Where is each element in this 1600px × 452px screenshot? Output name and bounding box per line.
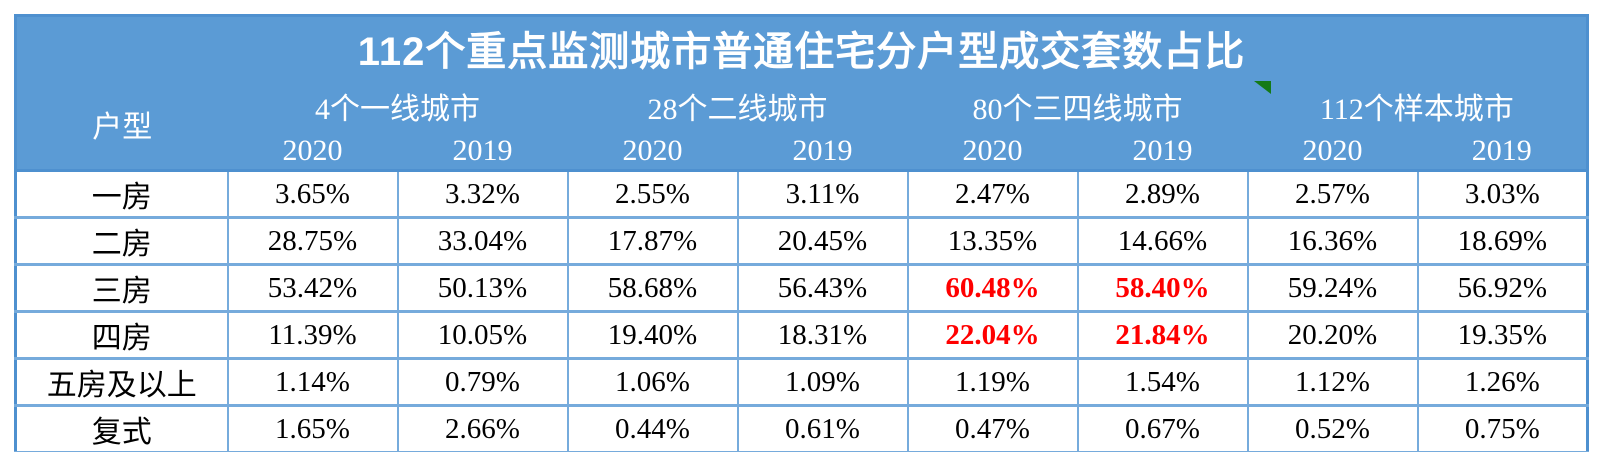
table-row: 二房 28.75% 33.04% 17.87% 20.45% 13.35% 14.66% 16… xyxy=(14,216,1589,266)
year-header: 2019 xyxy=(397,133,568,171)
year-header: 2019 xyxy=(1417,133,1588,171)
title-row: 112个重点监测城市普通住宅分户型成交套数占比 xyxy=(15,15,1588,79)
data-cell: 1.19% xyxy=(906,357,1079,407)
data-cell: 2.66% xyxy=(396,404,569,452)
year-header: 2019 xyxy=(1077,133,1248,171)
data-cell: 3.11% xyxy=(736,169,909,219)
data-cell: 2.89% xyxy=(1076,169,1249,219)
data-cell: 19.35% xyxy=(1416,310,1589,360)
data-cell: 1.65% xyxy=(226,404,399,452)
data-cell: 0.44% xyxy=(566,404,739,452)
column-group-header: 80个三四线城市 xyxy=(907,79,1248,133)
data-cell: 1.09% xyxy=(736,357,909,407)
data-cell: 10.05% xyxy=(396,310,569,360)
row-label: 复式 xyxy=(14,404,229,452)
column-group-header: 28个二线城市 xyxy=(567,79,908,133)
data-cell: 28.75% xyxy=(226,216,399,266)
table-row: 复式 1.65% 2.66% 0.44% 0.61% 0.47% 0.67% 0.52% 0.7… xyxy=(14,404,1589,452)
data-cell: 1.14% xyxy=(226,357,399,407)
data-cell: 3.32% xyxy=(396,169,569,219)
group-header-row: 户型 4个一线城市 28个二线城市 80个三四线城市 112个样本城市 xyxy=(15,79,1588,171)
column-group-header: 4个一线城市 xyxy=(227,79,568,133)
row-label: 三房 xyxy=(14,263,229,313)
data-cell: 53.42% xyxy=(226,263,399,313)
data-cell: 18.31% xyxy=(736,310,909,360)
data-cell: 60.48% xyxy=(906,263,1079,313)
year-header: 2020 xyxy=(567,133,738,171)
year-header: 2020 xyxy=(227,133,398,171)
data-cell: 58.68% xyxy=(566,263,739,313)
table-title: 112个重点监测城市普通住宅分户型成交套数占比 xyxy=(15,15,1588,79)
data-cell: 19.40% xyxy=(566,310,739,360)
column-group-header: 112个样本城市 xyxy=(1247,79,1588,133)
data-cell: 58.40% xyxy=(1076,263,1249,313)
data-cell: 2.47% xyxy=(906,169,1079,219)
data-cell: 20.20% xyxy=(1246,310,1419,360)
data-cell: 21.84% xyxy=(1076,310,1249,360)
data-cell: 1.06% xyxy=(566,357,739,407)
data-cell: 0.75% xyxy=(1416,404,1589,452)
row-label: 二房 xyxy=(14,216,229,266)
data-cell: 3.65% xyxy=(226,169,399,219)
row-label: 五房及以上 xyxy=(14,357,229,407)
year-header-row: 2020 2019 2020 2019 2020 2019 2020 2019 xyxy=(16,133,1588,171)
data-cell: 11.39% xyxy=(226,310,399,360)
data-cell: 59.24% xyxy=(1246,263,1419,313)
data-cell: 14.66% xyxy=(1076,216,1249,266)
data-cell: 0.52% xyxy=(1246,404,1419,452)
data-cell: 50.13% xyxy=(396,263,569,313)
year-header: 2020 xyxy=(907,133,1078,171)
table-row: 一房 3.65% 3.32% 2.55% 3.11% 2.47% 2.89% 2.57% 3.0… xyxy=(14,169,1589,219)
data-cell: 1.54% xyxy=(1076,357,1249,407)
data-cell: 2.55% xyxy=(566,169,739,219)
year-header: 2019 xyxy=(737,133,908,171)
table-row: 三房 53.42% 50.13% 58.68% 56.43% 60.48% 58.40% 59… xyxy=(14,263,1589,313)
table-row: 五房及以上 1.14% 0.79% 1.06% 1.09% 1.19% 1.54% 1.12%… xyxy=(14,357,1589,407)
row-header-label: 户型 xyxy=(15,79,228,171)
data-cell: 56.43% xyxy=(736,263,909,313)
table-body: 一房 3.65% 3.32% 2.55% 3.11% 2.47% 2.89% 2.57% 3.0… xyxy=(14,169,1589,452)
data-cell: 56.92% xyxy=(1416,263,1589,313)
data-cell: 18.69% xyxy=(1416,216,1589,266)
data-cell: 1.26% xyxy=(1416,357,1589,407)
data-cell: 0.67% xyxy=(1076,404,1249,452)
data-cell: 0.79% xyxy=(396,357,569,407)
year-header: 2020 xyxy=(1247,133,1418,171)
row-label: 四房 xyxy=(14,310,229,360)
data-cell: 3.03% xyxy=(1416,169,1589,219)
data-cell: 0.47% xyxy=(906,404,1079,452)
data-cell: 1.12% xyxy=(1246,357,1419,407)
data-cell: 0.61% xyxy=(736,404,909,452)
data-cell: 2.57% xyxy=(1246,169,1419,219)
data-cell: 16.36% xyxy=(1246,216,1419,266)
data-cell: 17.87% xyxy=(566,216,739,266)
table-row: 四房 11.39% 10.05% 19.40% 18.31% 22.04% 21.84% 20… xyxy=(14,310,1589,360)
data-cell: 33.04% xyxy=(396,216,569,266)
row-label: 一房 xyxy=(14,169,229,219)
data-cell: 22.04% xyxy=(906,310,1079,360)
data-cell: 20.45% xyxy=(736,216,909,266)
data-table: 112个重点监测城市普通住宅分户型成交套数占比 户型 4个一线城市 28个二线城市… xyxy=(14,14,1590,452)
data-cell: 13.35% xyxy=(906,216,1079,266)
